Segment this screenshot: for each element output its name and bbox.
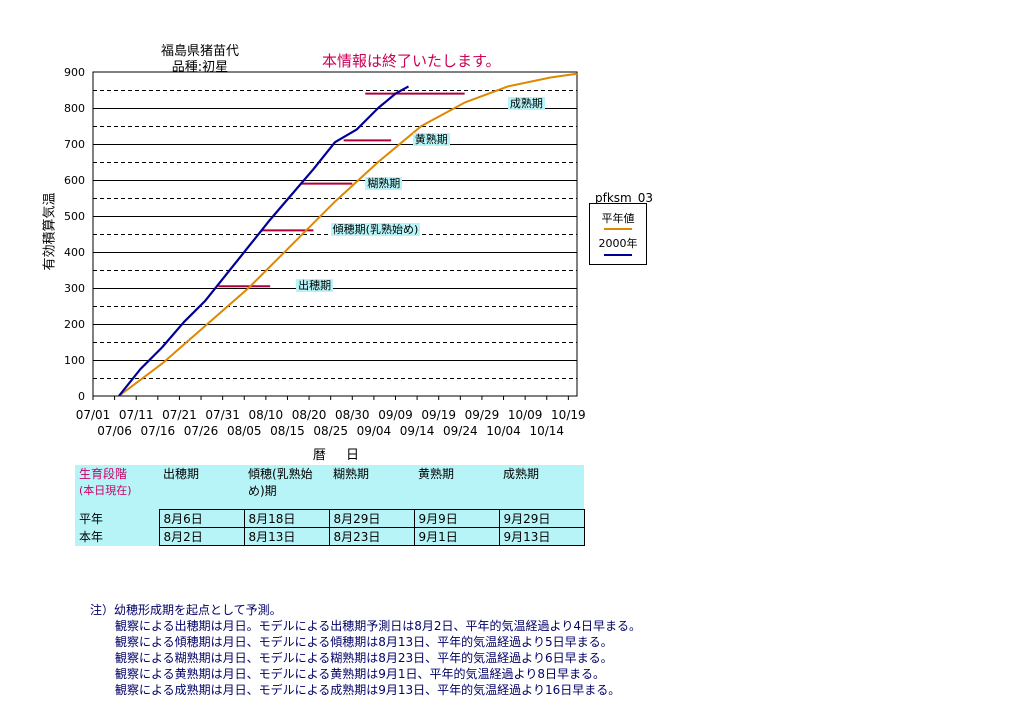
series-line-normal bbox=[118, 72, 578, 397]
x-tick-label: 08/15 bbox=[270, 424, 305, 438]
stage-label: 傾穂期(乳熟始め) bbox=[330, 223, 421, 237]
x-tick-label: 07/26 bbox=[184, 424, 219, 438]
y-tick-label: 500 bbox=[64, 210, 85, 223]
x-tick-label: 07/01 bbox=[76, 408, 111, 422]
legend-title: pfksm_03 bbox=[595, 191, 654, 205]
note-line: 観察による糊熟期は月日、モデルによる糊熟期は8月23日、平年的気温経過より6日早… bbox=[115, 651, 613, 665]
y-tick-label: 700 bbox=[64, 138, 85, 151]
growth-chart: 0 100 200 300 400 500 600 700 800 900 07/01 07/11 07… bbox=[64, 66, 586, 438]
x-tick-label: 10/09 bbox=[508, 408, 543, 422]
stage-label: 出穂期 bbox=[296, 279, 334, 293]
x-tick-label: 09/14 bbox=[400, 424, 435, 438]
y-tick-label: 300 bbox=[64, 282, 85, 295]
end-notice: 本情報は終了いたします。 bbox=[322, 52, 501, 70]
x-tick-label: 07/06 bbox=[97, 424, 132, 438]
chart-title-variety: 品種:初星 bbox=[171, 60, 229, 75]
header-dough-ripe: 糊熟期 bbox=[329, 465, 414, 510]
y-tick-label: 600 bbox=[64, 174, 85, 187]
y-tick-label: 200 bbox=[64, 318, 85, 331]
stage-table-corner: 生育段階 (本日現在) bbox=[75, 465, 159, 510]
legend: 平年値 2000年 bbox=[589, 203, 647, 265]
notes: 注）幼穂形成期を起点として予測。 観察による出穂期は月日。モデルによる出穂期予測… bbox=[90, 602, 641, 698]
table-cell: 9月1日 bbox=[413, 527, 500, 546]
x-tick-label: 09/24 bbox=[443, 424, 478, 438]
note-line: 観察による成熟期は月日、モデルによる成熟期は9月13日、平年的気温経過より16日… bbox=[115, 683, 621, 697]
x-tick-label: 08/05 bbox=[227, 424, 262, 438]
header-milk-ripe: 傾穂(乳熟始め)期 bbox=[244, 465, 329, 510]
row-label: 本年 bbox=[75, 527, 159, 546]
x-tick-label: 07/31 bbox=[205, 408, 240, 422]
y-tick-label: 100 bbox=[64, 354, 85, 367]
chart-title-location: 福島県猪苗代 bbox=[160, 44, 239, 59]
x-tick-label: 07/21 bbox=[162, 408, 197, 422]
x-tick-label: 07/16 bbox=[141, 424, 176, 438]
stage-table-header: 生育段階 (本日現在) 出穂期 傾穂(乳熟始め)期 糊熟期 黄熟期 成熟期 bbox=[75, 465, 584, 510]
table-cell: 8月18日 bbox=[243, 509, 330, 528]
table-cell: 8月29日 bbox=[328, 509, 415, 528]
x-tick-label: 08/25 bbox=[313, 424, 348, 438]
x-axis-label: 暦 日 bbox=[312, 448, 368, 463]
header-heading: 出穂期 bbox=[159, 465, 244, 510]
x-tick-label: 08/30 bbox=[335, 408, 370, 422]
table-cell: 8月13日 bbox=[243, 527, 330, 546]
legend-label-normal: 平年値 bbox=[601, 212, 635, 225]
table-row-this-year: 本年 8月2日 8月13日 8月23日 9月1日 9月13日 bbox=[75, 527, 585, 546]
y-axis-label: 有効積算気温 bbox=[42, 192, 58, 271]
x-tick-label: 09/04 bbox=[357, 424, 392, 438]
series-line-2000 bbox=[118, 85, 410, 397]
table-row-normal: 平年 8月6日 8月18日 8月29日 9月9日 9月29日 bbox=[75, 509, 585, 528]
notes-head: 注）幼穂形成期を起点として予測。 bbox=[90, 603, 282, 617]
legend-label-2000: 2000年 bbox=[598, 237, 638, 250]
x-tick-label: 10/19 bbox=[551, 408, 586, 422]
stage-label: 糊熟期 bbox=[365, 176, 403, 190]
x-tick-label: 09/09 bbox=[378, 408, 413, 422]
x-tick-label: 09/19 bbox=[421, 408, 456, 422]
row-label: 平年 bbox=[75, 509, 159, 528]
y-tick-label: 800 bbox=[64, 102, 85, 115]
legend-swatch-normal bbox=[604, 228, 632, 230]
corner-line1: 生育段階 bbox=[79, 467, 128, 481]
y-tick-label: 0 bbox=[78, 390, 85, 403]
y-tick-label: 900 bbox=[64, 66, 85, 79]
x-tick-label: 08/10 bbox=[249, 408, 284, 422]
y-tick-label: 400 bbox=[64, 246, 85, 259]
note-line: 観察による黄熟期は月日、モデルによる黄熟期は9月1日、平年的気温経過より8日早ま… bbox=[115, 667, 605, 681]
x-tick-label: 10/14 bbox=[529, 424, 564, 438]
table-cell: 9月9日 bbox=[413, 509, 500, 528]
table-cell: 8月2日 bbox=[158, 527, 245, 546]
stage-label: 成熟期 bbox=[507, 96, 545, 110]
header-full-ripe: 成熟期 bbox=[499, 465, 584, 510]
table-cell: 8月6日 bbox=[158, 509, 245, 528]
x-tick-label: 10/04 bbox=[486, 424, 521, 438]
corner-line2: (本日現在) bbox=[79, 484, 132, 497]
note-line: 観察による傾穂期は月日、モデルによる傾穂期は8月13日、平年的気温経過より5日早… bbox=[115, 635, 613, 649]
stage-table: 生育段階 (本日現在) 出穂期 傾穂(乳熟始め)期 糊熟期 黄熟期 成熟期 平年… bbox=[75, 465, 585, 546]
table-cell: 9月13日 bbox=[498, 527, 585, 546]
x-tick-label: 08/20 bbox=[292, 408, 327, 422]
stage-label: 黄熟期 bbox=[412, 133, 450, 147]
x-tick-label: 09/29 bbox=[465, 408, 500, 422]
x-tick-label: 07/11 bbox=[119, 408, 154, 422]
table-cell: 9月29日 bbox=[498, 509, 585, 528]
header-yellow-ripe: 黄熟期 bbox=[414, 465, 499, 510]
note-line: 観察による出穂期は月日。モデルによる出穂期予測日は8月2日、平年的気温経過より4… bbox=[115, 619, 641, 633]
legend-swatch-2000 bbox=[604, 254, 632, 256]
table-cell: 8月23日 bbox=[328, 527, 415, 546]
